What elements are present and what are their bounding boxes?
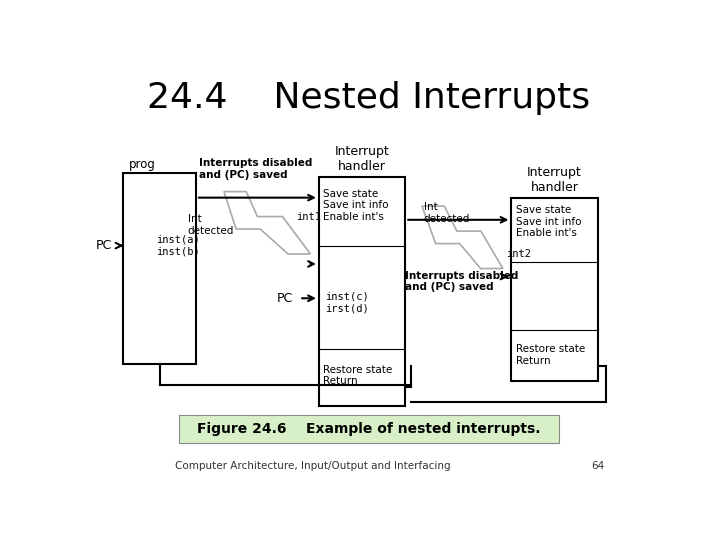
Text: Int
detected: Int detected bbox=[188, 214, 234, 236]
Text: Interrupts disabled
and (PC) saved: Interrupts disabled and (PC) saved bbox=[405, 271, 518, 292]
Text: int2: int2 bbox=[505, 249, 531, 259]
Text: Save state
Save int info
Enable int's: Save state Save int info Enable int's bbox=[516, 205, 581, 238]
Text: Computer Architecture, Input/Output and Interfacing: Computer Architecture, Input/Output and … bbox=[176, 462, 451, 471]
Text: 64: 64 bbox=[591, 462, 604, 471]
Text: inst(c)
irst(d): inst(c) irst(d) bbox=[325, 292, 369, 313]
Text: PC: PC bbox=[96, 239, 112, 252]
Text: Figure 24.6    Example of nested interrupts.: Figure 24.6 Example of nested interrupts… bbox=[197, 422, 541, 436]
Text: prog: prog bbox=[129, 158, 156, 171]
Text: Interrupts disabled
and (PC) saved: Interrupts disabled and (PC) saved bbox=[199, 158, 312, 180]
Text: PC: PC bbox=[277, 292, 293, 305]
FancyBboxPatch shape bbox=[511, 198, 598, 381]
FancyBboxPatch shape bbox=[179, 415, 559, 443]
Text: Interrupt
handler: Interrupt handler bbox=[527, 166, 582, 194]
Text: 24.4    Nested Interrupts: 24.4 Nested Interrupts bbox=[148, 82, 590, 116]
FancyBboxPatch shape bbox=[319, 177, 405, 406]
Text: int1: int1 bbox=[297, 212, 321, 221]
Text: Restore state
Return: Restore state Return bbox=[323, 364, 392, 386]
Text: Save state
Save int info
Enable int's: Save state Save int info Enable int's bbox=[323, 188, 389, 222]
FancyBboxPatch shape bbox=[124, 173, 196, 364]
Text: Int
detected: Int detected bbox=[423, 202, 470, 224]
Text: Restore state
Return: Restore state Return bbox=[516, 344, 585, 366]
Text: Interrupt
handler: Interrupt handler bbox=[335, 145, 390, 173]
Text: inst(a)
inst(b): inst(a) inst(b) bbox=[156, 235, 200, 256]
